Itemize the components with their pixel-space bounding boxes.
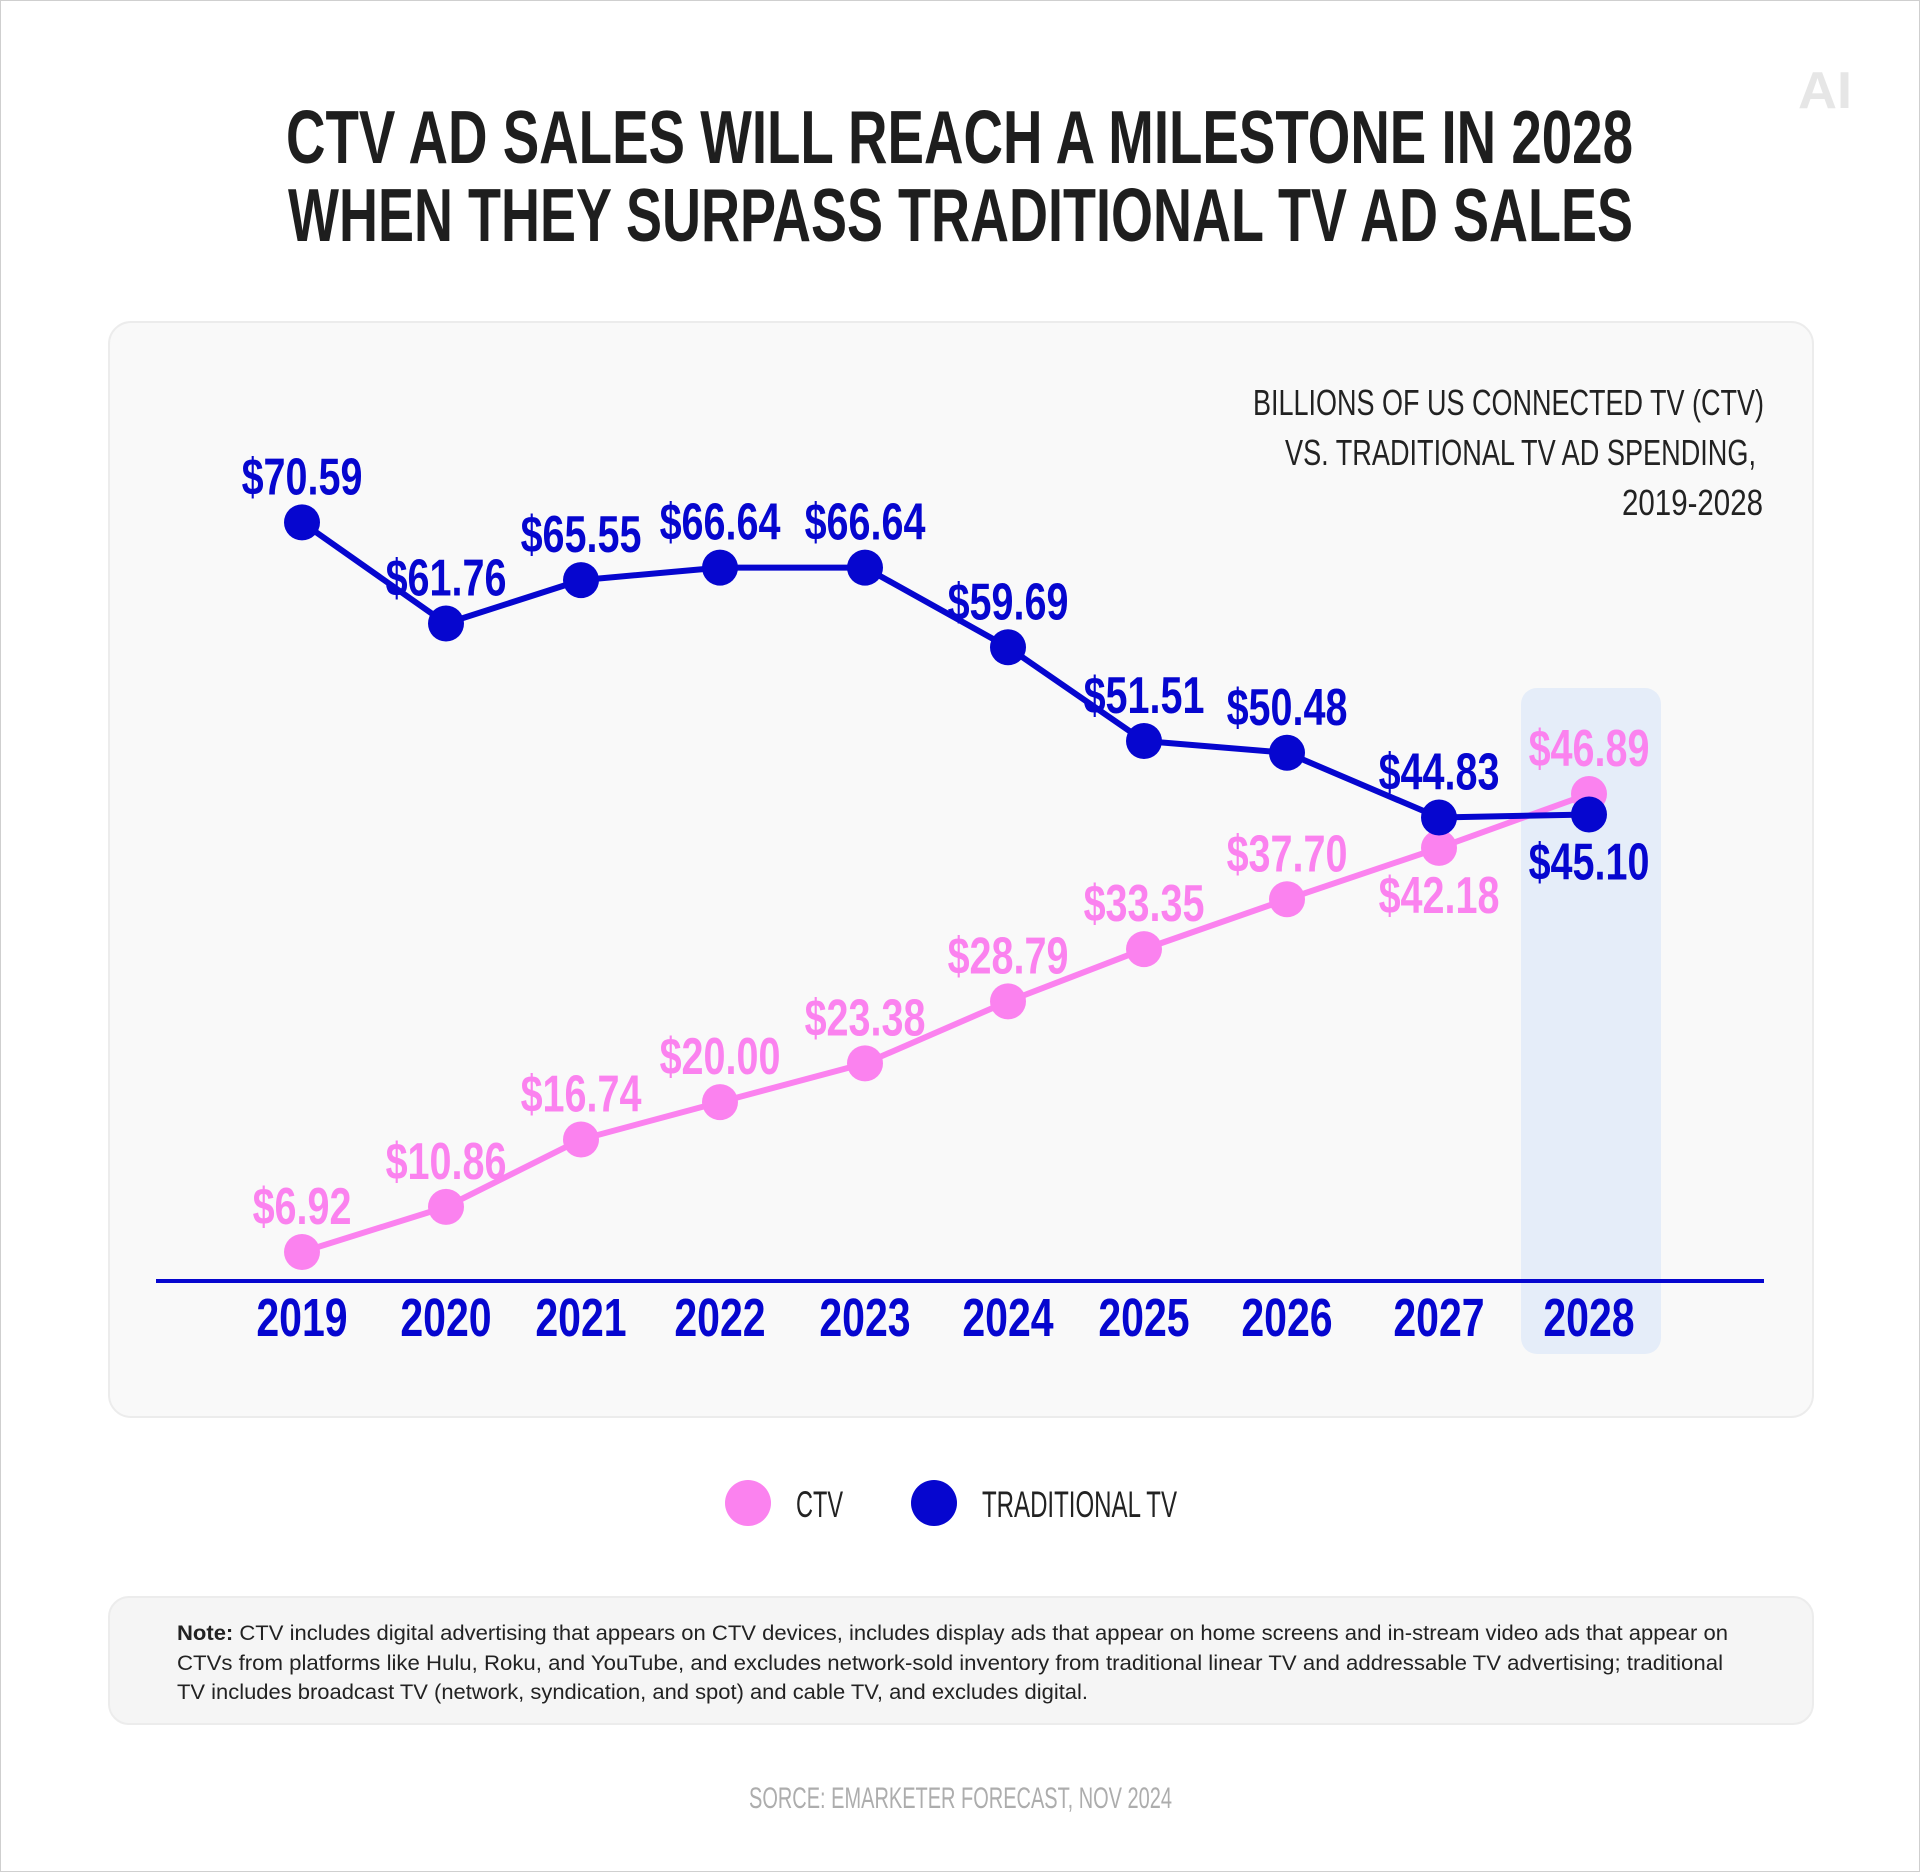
ctv-point <box>428 1188 464 1225</box>
ctv-point <box>1421 829 1457 866</box>
ctv-point <box>284 1234 320 1270</box>
legend-traditional-tv-label: TRADITIONAL TV <box>982 1484 1177 1525</box>
ctv-data-label: $16.74 <box>521 1064 642 1123</box>
legend-ctv-marker <box>725 1480 771 1526</box>
ctv-point <box>1269 881 1305 918</box>
note-line-3: TV includes broadcast TV (network, syndi… <box>177 1681 1088 1704</box>
traditional-tv-data-label: $66.64 <box>805 492 926 551</box>
traditional-tv-point <box>284 504 320 541</box>
note-label: Note: <box>177 1622 233 1645</box>
x-tick-label: 2019 <box>256 1289 347 1349</box>
traditional-tv-line <box>300 519 1590 821</box>
ctv-data-label: $23.38 <box>805 988 926 1047</box>
traditional-tv-point <box>1571 796 1607 833</box>
x-tick-label: 2021 <box>535 1289 626 1349</box>
x-tick-label: 2023 <box>819 1289 910 1349</box>
legend: CTV TRADITIONAL TV <box>725 1480 1177 1526</box>
series-group: $6.92 $10.86$16.74 $20.00 $23.38 $28.79 $33.3… <box>242 447 1650 1270</box>
note-box <box>108 1596 1814 1725</box>
traditional-tv-data-label: $70.59 <box>242 447 363 506</box>
ctv-point <box>1126 931 1162 968</box>
traditional-tv-data-label: $66.64 <box>660 492 781 551</box>
traditional-tv-point <box>990 629 1026 666</box>
source-text: SORCE: EMARKETER FORECAST, NOV 2024 <box>749 1782 1172 1815</box>
legend-ctv-label: CTV <box>796 1484 843 1525</box>
traditional-tv-point <box>702 549 738 586</box>
traditional-tv-point <box>1421 799 1457 836</box>
traditional-tv-data-label: $59.69 <box>948 572 1069 631</box>
ctv-data-label: $6.92 <box>253 1177 352 1236</box>
traditional-tv-point <box>847 549 883 586</box>
x-tick-label: 2020 <box>400 1289 491 1349</box>
traditional-tv-point <box>563 562 599 599</box>
x-tick-label: 2022 <box>674 1289 765 1349</box>
ctv-data-label: $42.18 <box>1379 866 1500 925</box>
traditional-tv-data-label: $50.48 <box>1227 678 1348 737</box>
chart-subtitle-line-1: BILLIONS OF US CONNECTED TV (CTV) <box>1253 382 1764 423</box>
traditional-tv-data-label: $61.76 <box>386 548 507 607</box>
ctv-data-label: $10.86 <box>386 1132 507 1191</box>
ctv-point <box>990 983 1026 1020</box>
traditional-tv-data-label: $44.83 <box>1379 742 1500 801</box>
chart-subtitle-line-3: 2019-2028 <box>1622 482 1763 523</box>
note-line-1: Note: CTV includes digital advertising t… <box>177 1622 1728 1645</box>
ctv-data-label: $20.00 <box>660 1027 781 1086</box>
x-tick-label: 2024 <box>962 1289 1054 1349</box>
ctv-line <box>301 791 1591 1255</box>
traditional-tv-data-label: $51.51 <box>1084 666 1205 725</box>
title-line-1: CTV AD SALES WILL REACH A MILESTONE IN 2… <box>286 95 1633 179</box>
highlight-2028 <box>1521 688 1661 1354</box>
ctv-point <box>563 1121 599 1158</box>
traditional-tv-point <box>1269 734 1305 771</box>
x-tick-label: 2027 <box>1393 1289 1484 1349</box>
ctv-point <box>847 1045 883 1082</box>
note-line-2: CTVs from platforms like Hulu, Roku, and… <box>177 1652 1723 1675</box>
chart-subtitle-line-2: VS. TRADITIONAL TV AD SPENDING, <box>1285 432 1756 473</box>
x-tick-label: 2026 <box>1241 1289 1332 1349</box>
traditional-tv-point <box>428 605 464 642</box>
traditional-tv-point <box>1126 722 1162 759</box>
ctv-data-label: $33.35 <box>1084 874 1205 933</box>
x-tick-label: 2028 <box>1543 1289 1634 1349</box>
logo: AI <box>1798 62 1852 120</box>
ctv-point <box>702 1084 738 1121</box>
ctv-data-label: $28.79 <box>948 926 1069 985</box>
ctv-data-label: $37.70 <box>1227 824 1348 883</box>
traditional-tv-data-label: $65.55 <box>521 505 642 564</box>
traditional-tv-data-label: $45.10 <box>1529 832 1650 891</box>
ctv-data-label: $46.89 <box>1529 719 1650 778</box>
x-axis-ticks: 2019 2020 2021 2022 2023 2024 2025 2026 2027 2028 <box>256 1289 1634 1349</box>
title-line-2: WHEN THEY SURPASS TRADITIONAL TV AD SALE… <box>288 173 1633 257</box>
x-tick-label: 2025 <box>1098 1289 1189 1349</box>
legend-traditional-tv-marker <box>911 1480 957 1526</box>
note-text-1: CTV includes digital advertising that ap… <box>233 1622 1728 1645</box>
